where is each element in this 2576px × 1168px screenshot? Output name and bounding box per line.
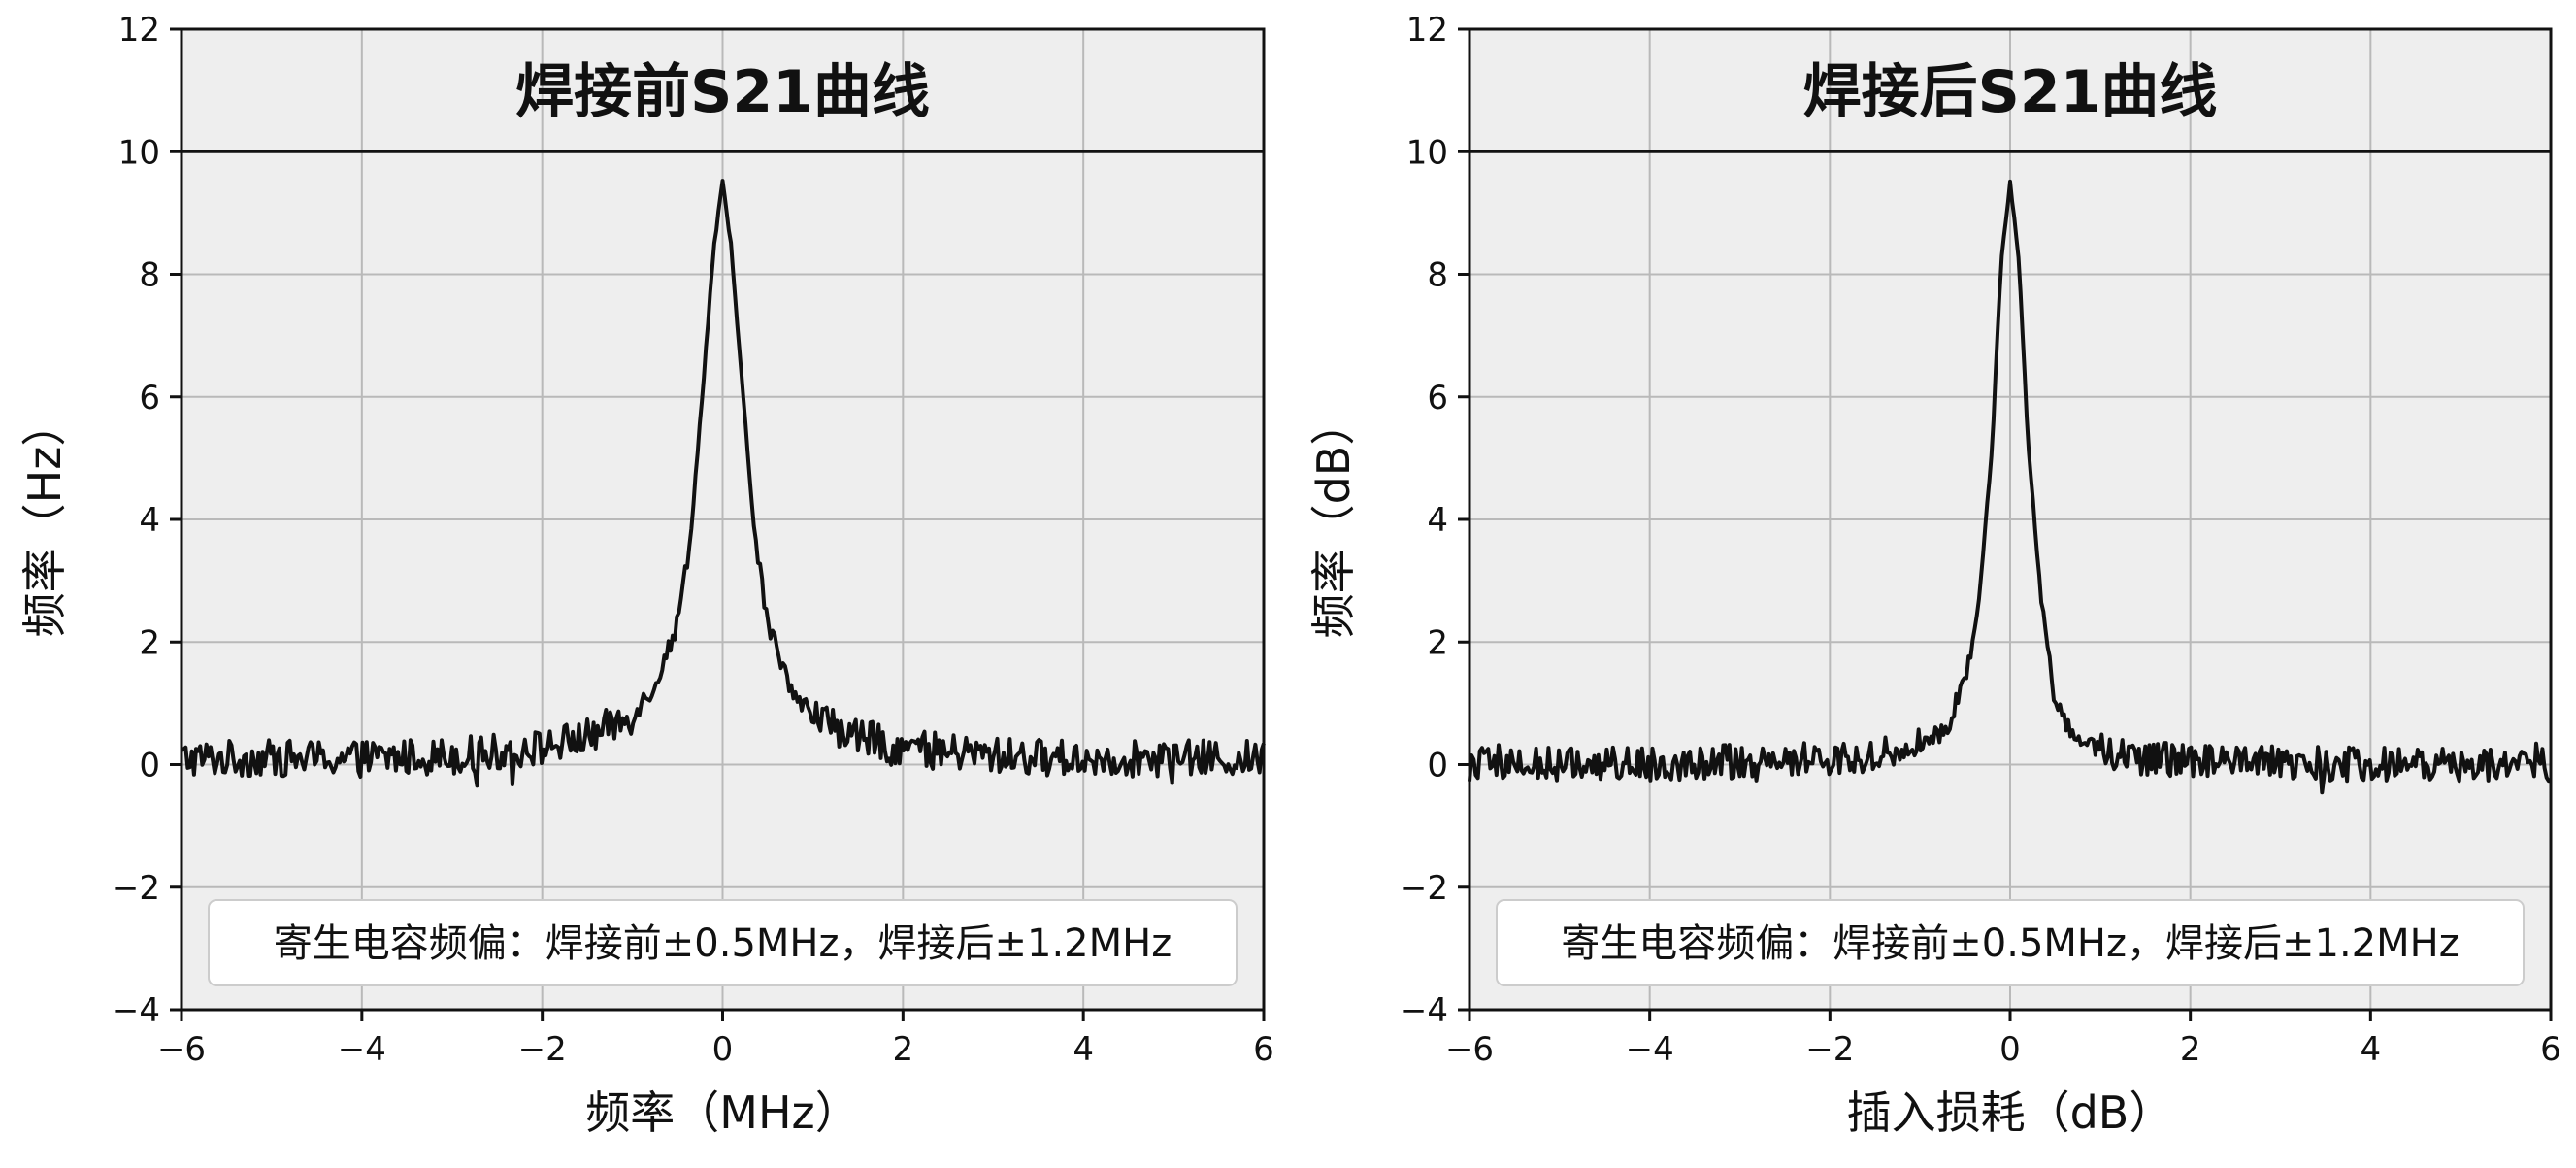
- chart-1-y-tick-label: 8: [1427, 256, 1448, 295]
- chart-1-x-axis-title: 插入损耗（dB）: [1847, 1086, 2174, 1139]
- chart-1-series-line: [1468, 179, 2552, 795]
- chart-0-y-tick-label: 4: [139, 501, 160, 540]
- chart-0-y-tick-label: 0: [139, 747, 160, 785]
- chart-0-title: 焊接前S21曲线: [515, 58, 930, 126]
- chart-0-y-tick-label: −4: [112, 991, 160, 1030]
- chart-0-x-axis-title: 频率（MHz）: [585, 1086, 859, 1139]
- chart-1-y-tick-label: 12: [1406, 11, 1448, 50]
- chart-1-annotation-text: 寄生电容频偏：焊接前±0.5MHz，焊接后±1.2MHz: [1561, 921, 2459, 966]
- chart-0-y-tick-label: −2: [112, 869, 160, 908]
- chart-0-x-tick-label: 4: [1073, 1030, 1094, 1069]
- chart-0-y-tick-label: 12: [118, 11, 160, 50]
- chart-0-y-tick-label: 2: [139, 623, 160, 662]
- chart-1-y-tick-label: −2: [1400, 869, 1448, 908]
- chart-1-y-tick-label: 10: [1406, 133, 1448, 172]
- chart-1-x-tick-label: −6: [1445, 1030, 1494, 1069]
- chart-0-y-axis-title: 频率（Hz）: [18, 402, 71, 638]
- chart-1-x-tick-label: 0: [1999, 1030, 2021, 1069]
- chart-0-x-tick-label: −4: [338, 1030, 386, 1069]
- chart-1-y-tick-label: 4: [1427, 501, 1448, 540]
- chart-1-title: 焊接后S21曲线: [1803, 58, 2218, 126]
- chart-0-y-tick-label: 10: [118, 133, 160, 172]
- chart-1-y-tick-label: 2: [1427, 623, 1448, 662]
- chart-1-annotation-box: [1496, 899, 2525, 986]
- chart-0-x-tick-label: −6: [157, 1030, 206, 1069]
- chart-0-y-tick-label: 8: [139, 256, 160, 295]
- chart-1-y-tick-label: 6: [1427, 379, 1448, 417]
- chart-0-annotation-box: [208, 899, 1238, 986]
- chart-0-x-tick-label: 0: [712, 1030, 734, 1069]
- chart-1-y-axis-title: 频率（dB）: [1307, 401, 1360, 639]
- chart-1-x-tick-label: −2: [1805, 1030, 1854, 1069]
- chart-1-y-tick-label: 0: [1427, 747, 1448, 785]
- chart-0-y-tick-label: 6: [139, 379, 160, 417]
- chart-1-x-tick-label: −4: [1626, 1030, 1674, 1069]
- chart-1-y-tick-label: −4: [1400, 991, 1448, 1030]
- chart-1-x-tick-label: 4: [2361, 1030, 2382, 1069]
- chart-1-x-tick-label: 6: [2540, 1030, 2561, 1069]
- chart-0-annotation-text: 寄生电容频偏：焊接前±0.5MHz，焊接后±1.2MHz: [274, 921, 1172, 966]
- chart-0-x-tick-label: −2: [518, 1030, 567, 1069]
- chart-0-x-tick-label: 6: [1253, 1030, 1274, 1069]
- chart-0-x-tick-label: 2: [893, 1030, 914, 1069]
- chart-1-x-tick-label: 2: [2180, 1030, 2201, 1069]
- chart-0-series-line: [180, 179, 1266, 788]
